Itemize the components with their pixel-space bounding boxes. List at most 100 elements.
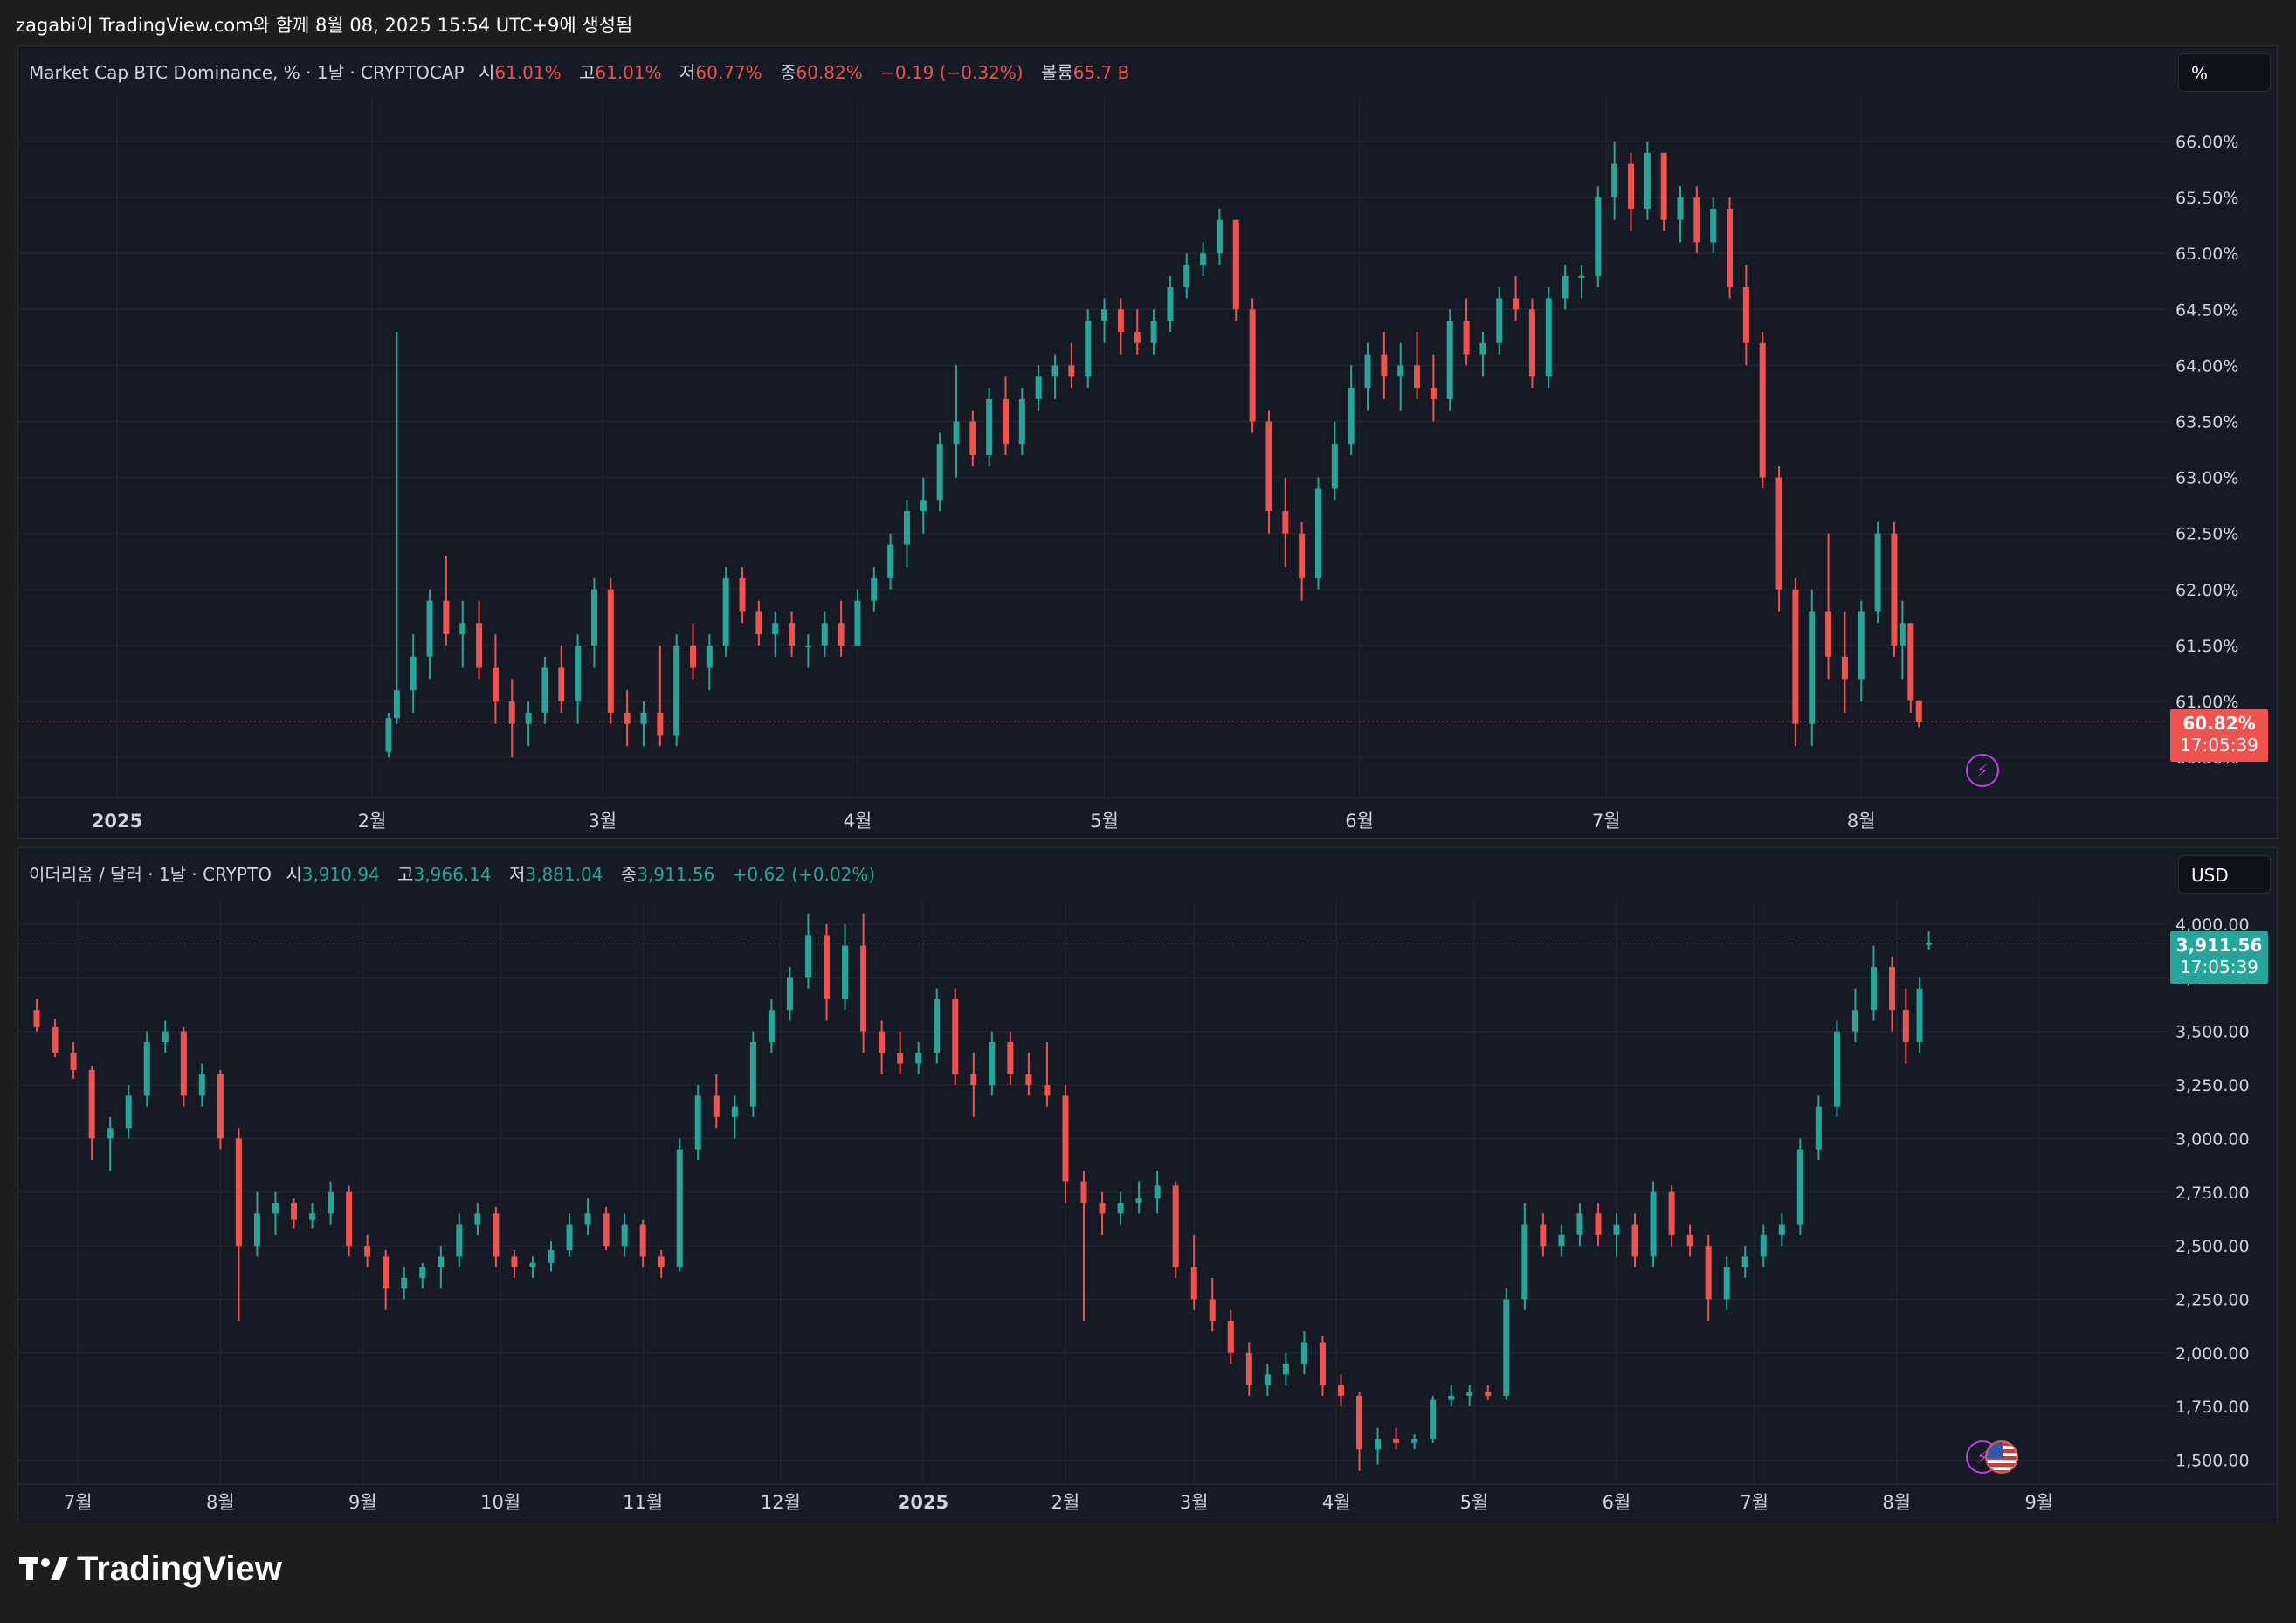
candle-body xyxy=(603,1213,610,1247)
candle xyxy=(474,1203,481,1235)
unit-button[interactable]: % xyxy=(2178,53,2271,92)
candle-body xyxy=(1264,1374,1271,1385)
candle-body xyxy=(789,623,796,646)
candle xyxy=(934,988,941,1064)
legend-low-value: 60.77% xyxy=(695,62,762,83)
candle xyxy=(673,634,680,747)
candle xyxy=(1611,142,1618,220)
candle xyxy=(584,1198,591,1235)
lightning-icon[interactable]: ⚡ xyxy=(1966,754,1999,787)
candle xyxy=(786,967,793,1021)
candle-body xyxy=(1792,589,1799,724)
candle-body xyxy=(162,1031,169,1042)
countdown-timer: 17:05:39 xyxy=(2180,956,2258,977)
candle xyxy=(1319,1336,1326,1396)
candle xyxy=(1007,1031,1014,1086)
candle xyxy=(1627,152,1634,231)
candle xyxy=(508,679,515,758)
candle xyxy=(1154,1171,1161,1214)
tradingview-brand[interactable]: TradingView xyxy=(19,1550,282,1589)
candle-body xyxy=(33,1010,40,1027)
countdown-timer: 17:05:39 xyxy=(2180,735,2258,756)
candle-body xyxy=(1414,365,1421,389)
candle-body xyxy=(1809,611,1816,724)
candle xyxy=(1411,1434,1418,1450)
y-tick-label: 63.00% xyxy=(2175,469,2238,488)
legend-close-label: 종 xyxy=(620,864,638,885)
candle xyxy=(1282,477,1289,568)
candle-body xyxy=(607,589,614,713)
candle-body xyxy=(385,718,392,752)
legend-low-label: 저 xyxy=(508,864,526,885)
candle xyxy=(1528,298,1535,389)
y-tick-label: 65.50% xyxy=(2175,189,2238,208)
last-price-tag: 3,911.56 17:05:39 xyxy=(2170,930,2268,984)
x-tick-label: 12월 xyxy=(761,1492,801,1513)
candle-body xyxy=(107,1128,114,1139)
candle-body xyxy=(1874,533,1881,612)
candle-body xyxy=(824,935,831,999)
candle-body xyxy=(1727,208,1734,287)
candle xyxy=(1595,1203,1602,1247)
candle-body xyxy=(1135,1198,1142,1204)
candle xyxy=(624,690,631,747)
legend-symbol[interactable]: 이더리움 / 달러 · 1날 · CRYPTO xyxy=(29,864,272,885)
candle xyxy=(217,1069,224,1150)
candle-body xyxy=(624,712,631,724)
legend-low-label: 저 xyxy=(679,62,696,83)
candle xyxy=(1209,1277,1216,1332)
last-price-value: 60.82% xyxy=(2182,713,2256,735)
candle xyxy=(1503,1288,1510,1400)
candle-body xyxy=(621,1224,628,1247)
legend-volume-label: 볼륨 xyxy=(1040,62,1073,83)
candle xyxy=(1381,331,1388,399)
candle xyxy=(739,567,746,624)
candle xyxy=(1741,1246,1748,1278)
candle xyxy=(1727,197,1734,299)
unit-button[interactable]: USD xyxy=(2178,855,2271,894)
candle xyxy=(529,1256,536,1278)
candle-body xyxy=(1314,488,1321,578)
candle xyxy=(346,1185,353,1257)
btc-dominance-chart[interactable]: 66.00% 65.50% 65.00% 64.50% 64.00% 63.50% 63.0… xyxy=(18,46,2278,839)
candle-body xyxy=(1916,988,1923,1042)
candle xyxy=(952,988,959,1086)
candle xyxy=(492,634,499,724)
candle-body xyxy=(1200,253,1207,266)
candle-body xyxy=(198,1074,205,1096)
candle-body xyxy=(1760,1234,1767,1257)
candle-body xyxy=(1562,275,1569,299)
us-flag-icon[interactable] xyxy=(1985,1440,2018,1474)
candle-body xyxy=(1870,967,1877,1011)
eth-usd-chart[interactable]: 4,000.003,750.003,500.003,250.003,000.00… xyxy=(18,848,2278,1523)
candle-body xyxy=(804,645,811,647)
candle xyxy=(364,1234,371,1267)
eth-usd-pane[interactable]: 이더리움 / 달러 · 1날 · CRYPTO 시3,910.94 고3,966… xyxy=(17,847,2278,1523)
candle-body xyxy=(1381,354,1388,377)
candle-body xyxy=(1003,398,1010,445)
candle-body xyxy=(1710,208,1717,243)
legend-open-value: 3,910.94 xyxy=(301,864,380,885)
candle-body xyxy=(1759,342,1766,478)
candle xyxy=(1282,1352,1289,1385)
btc-dominance-pane[interactable]: Market Cap BTC Dominance, % · 1날 · CRYPT… xyxy=(17,45,2278,839)
candle xyxy=(1545,287,1552,389)
candle-body xyxy=(821,623,828,646)
candle xyxy=(768,998,775,1053)
candle xyxy=(1135,1181,1142,1214)
candle-body xyxy=(529,1262,536,1267)
last-price-value: 3,911.56 xyxy=(2175,934,2263,956)
y-tick-label: 2,750.00 xyxy=(2175,1184,2250,1203)
y-tick-label: 64.50% xyxy=(2175,300,2238,320)
candle xyxy=(953,365,960,478)
candle xyxy=(590,577,597,668)
legend-symbol[interactable]: Market Cap BTC Dominance, % · 1날 · CRYPT… xyxy=(29,62,465,83)
candle-body xyxy=(1686,1234,1693,1247)
candle xyxy=(493,1206,500,1267)
candle xyxy=(755,600,762,646)
legend-open-value: 61.01% xyxy=(494,62,562,83)
candle xyxy=(824,924,831,1021)
candle-body xyxy=(903,511,910,545)
candle-body xyxy=(253,1213,260,1247)
candle-body xyxy=(1775,477,1782,590)
